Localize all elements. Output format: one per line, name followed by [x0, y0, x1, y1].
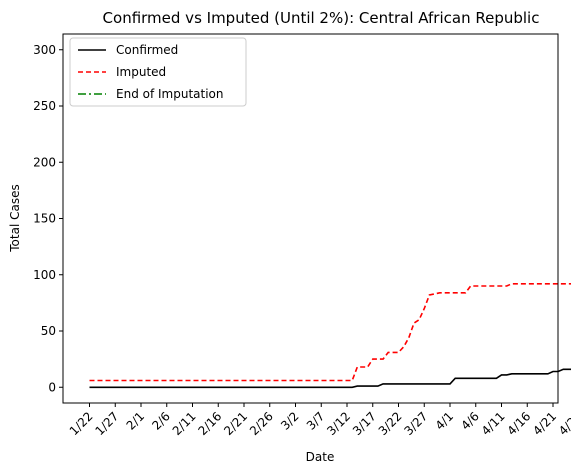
y-tick-label: 250: [33, 99, 56, 113]
x-tick-label: 2/11: [170, 409, 199, 438]
x-tick-label: 3/12: [324, 409, 353, 438]
y-tick-label: 200: [33, 155, 56, 169]
x-tick-label: 4/11: [479, 409, 508, 438]
legend-label: Confirmed: [116, 43, 178, 57]
y-tick-label: 300: [33, 43, 56, 57]
y-axis-label: Total Cases: [8, 184, 22, 252]
chart-title: Confirmed vs Imputed (Until 2%): Central…: [103, 9, 540, 27]
x-tick-label: 4/26: [556, 409, 571, 438]
x-tick-label: 2/26: [247, 409, 276, 438]
x-axis-label: Date: [306, 450, 335, 464]
x-tick-label: 2/16: [195, 409, 224, 438]
x-axis: 1/221/27 2/1 2/62/112/162/212/26 3/2 3/73/12…: [67, 403, 571, 438]
y-axis: 0 50 100 150 200 250 300: [33, 43, 63, 394]
x-tick-label: 4/21: [530, 409, 559, 438]
x-tick-label: 1/27: [92, 409, 121, 438]
x-tick-label: 1/22: [67, 409, 96, 438]
x-tick-label: 2/21: [221, 409, 250, 438]
y-tick-label: 50: [41, 324, 56, 338]
x-tick-label: 3/22: [376, 409, 405, 438]
y-tick-label: 0: [48, 380, 56, 394]
legend-box: [69, 37, 247, 107]
legend: Confirmed Imputed End of Imputation: [69, 37, 247, 107]
x-tick-label: 3/2: [278, 409, 302, 433]
x-tick-label: 2/1: [124, 409, 148, 433]
x-tick-label: 4/1: [433, 409, 457, 433]
y-tick-label: 150: [33, 212, 56, 226]
imputed-series-line: [89, 282, 571, 382]
x-tick-label: 4/16: [504, 409, 533, 438]
legend-label: End of Imputation: [116, 87, 224, 101]
legend-label: Imputed: [116, 65, 166, 79]
y-tick-label: 100: [33, 268, 56, 282]
x-tick-label: 3/27: [401, 409, 430, 438]
x-tick-label: 3/17: [350, 409, 379, 438]
